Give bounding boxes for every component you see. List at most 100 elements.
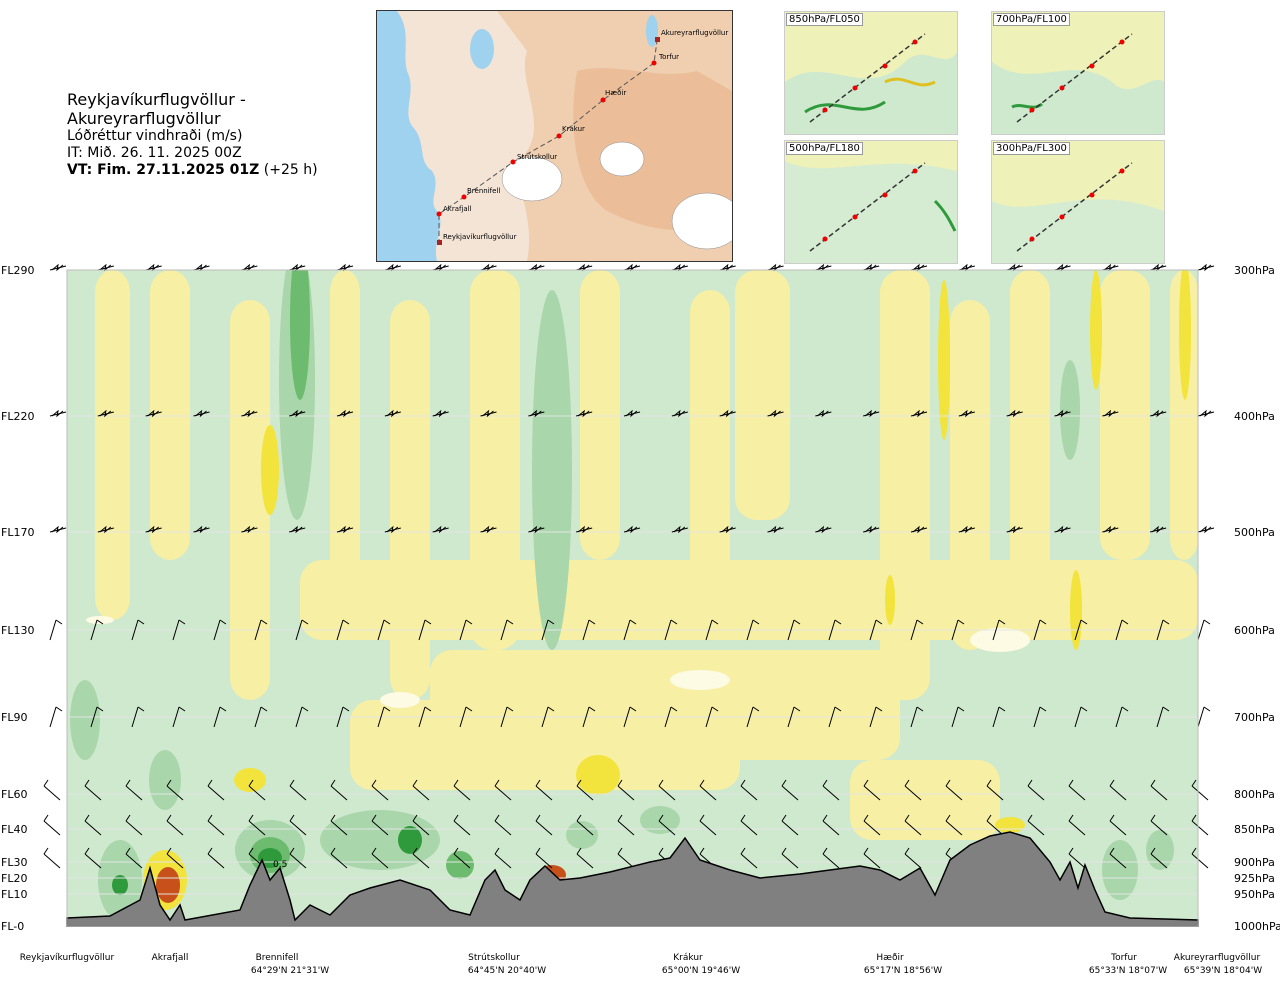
x-location-coord: 65°00'N 19°46'W	[662, 966, 740, 976]
wind-barb	[289, 814, 307, 836]
wind-barb	[958, 409, 975, 418]
wind-barb	[453, 779, 471, 801]
route-map: Akureyrarflugvöllur Torfur Hæðir Krákur …	[376, 10, 733, 262]
wind-barb	[412, 814, 430, 836]
wind-barb	[904, 847, 922, 869]
y-left-tick-label: FL220	[1, 410, 34, 423]
y-left-tick-label: FL90	[1, 711, 27, 724]
wind-barb	[1150, 525, 1167, 534]
wind-barb	[699, 779, 717, 801]
wind-barb	[500, 706, 514, 728]
wind-barb	[295, 619, 309, 641]
map-label-krakur: Krákur	[562, 125, 585, 133]
wind-barb	[432, 263, 449, 272]
field-cell	[1060, 360, 1080, 460]
wind-barb	[945, 814, 963, 836]
field-cell	[398, 826, 422, 854]
wind-barb	[330, 814, 348, 836]
field-cell	[566, 821, 598, 849]
wind-barb	[289, 263, 306, 272]
wind-barb	[910, 619, 924, 641]
wind-barb	[336, 619, 350, 641]
wind-barb	[1006, 409, 1023, 418]
wind-barb	[582, 619, 596, 641]
wind-barb	[740, 814, 758, 836]
issue-time: IT: Mið. 26. 11. 2025 00Z	[67, 145, 242, 161]
y-left-tick-label: FL170	[1, 526, 34, 539]
x-axis-locations: Reykjavíkurflugvöllur Akrafjall Brennifell…	[20, 953, 1262, 976]
wind-barb	[377, 706, 391, 728]
wind-barb	[289, 847, 307, 869]
wind-barb	[213, 706, 227, 728]
wind-barb	[740, 847, 758, 869]
wind-barb	[863, 263, 880, 272]
field-band	[230, 300, 270, 700]
wind-barb	[213, 619, 227, 641]
wind-barb	[90, 706, 104, 728]
wind-barb	[371, 814, 389, 836]
wind-barb	[1074, 706, 1088, 728]
wind-barb	[172, 619, 186, 641]
field-weak-cell	[380, 692, 420, 708]
inset-300hpa: 300hPa/FL300	[991, 140, 1165, 264]
wind-barb	[951, 706, 965, 728]
map-label-haedir: Hæðir	[605, 89, 627, 97]
y-left-tick-label: FL60	[1, 788, 27, 801]
valid-time-label: VT: Fim. 27.11.2025 01Z	[67, 162, 260, 178]
inset-850hpa: 850hPa/FL050	[784, 11, 958, 135]
wind-barb	[254, 706, 268, 728]
wind-barb	[535, 847, 553, 869]
x-location-name: Krákur	[673, 953, 703, 963]
x-location-coord: 65°39'N 18°04'W	[1184, 966, 1262, 976]
wind-barb	[910, 525, 928, 534]
x-location-coord: 64°29'N 21°31'W	[251, 966, 329, 976]
wind-barb	[494, 814, 512, 836]
wind-barb	[787, 706, 801, 728]
wind-barb	[166, 814, 184, 836]
wind-barb	[193, 525, 210, 534]
y-axis-right: 300hPa 400hPa 500hPa 600hPa 700hPa 800hPa 850h…	[1234, 264, 1280, 933]
field-band	[580, 270, 620, 560]
wind-barb	[384, 409, 401, 418]
field-band	[1100, 270, 1150, 560]
wind-barb	[1102, 409, 1119, 418]
terrain-profile	[66, 831, 1199, 927]
wind-barb	[986, 814, 1004, 836]
wind-barb	[1109, 779, 1127, 801]
wind-barb	[1191, 814, 1209, 836]
wind-barb	[746, 706, 760, 728]
wind-barb	[84, 814, 102, 836]
wind-barb	[418, 706, 432, 728]
y-right-tick-label: 950hPa	[1234, 888, 1275, 901]
inset-700hpa-label: 700hPa/FL100	[993, 13, 1070, 26]
wind-barb	[125, 779, 143, 801]
wind-barb	[958, 263, 975, 272]
wind-barb	[145, 263, 162, 272]
x-location-coord: 64°45'N 20°40'W	[468, 966, 546, 976]
wind-barb	[828, 619, 842, 641]
wind-barb	[863, 814, 881, 836]
wind-barb	[623, 525, 641, 534]
valid-time: VT: Fim. 27.11.2025 01Z (+25 h)	[67, 162, 377, 179]
field-band	[1170, 270, 1198, 560]
wind-barb	[719, 263, 736, 272]
wind-barb	[480, 263, 497, 272]
y-right-tick-label: 1000hPa	[1234, 920, 1280, 933]
wind-barb	[671, 263, 688, 272]
field-cell	[938, 280, 950, 440]
wind-barb	[541, 706, 555, 728]
x-location-name: Brennifell	[256, 953, 299, 963]
wind-barb	[1197, 619, 1211, 641]
x-location-coord: 65°17'N 18°56'W	[864, 966, 942, 976]
route-map-svg	[397, 11, 732, 261]
wind-barb	[528, 263, 545, 272]
wind-barb	[1115, 619, 1129, 641]
y-right-tick-label: 600hPa	[1234, 624, 1275, 637]
y-axis-left: FL290 FL220 FL170 FL130 FL90 FL60 FL40 FL30 FL20…	[1, 264, 34, 933]
contour-label: 0.5	[273, 860, 287, 870]
wind-barb	[535, 779, 553, 801]
wind-barb	[576, 525, 593, 534]
field-cell	[290, 270, 310, 400]
wind-barb	[623, 706, 637, 728]
wind-barb	[207, 779, 225, 801]
